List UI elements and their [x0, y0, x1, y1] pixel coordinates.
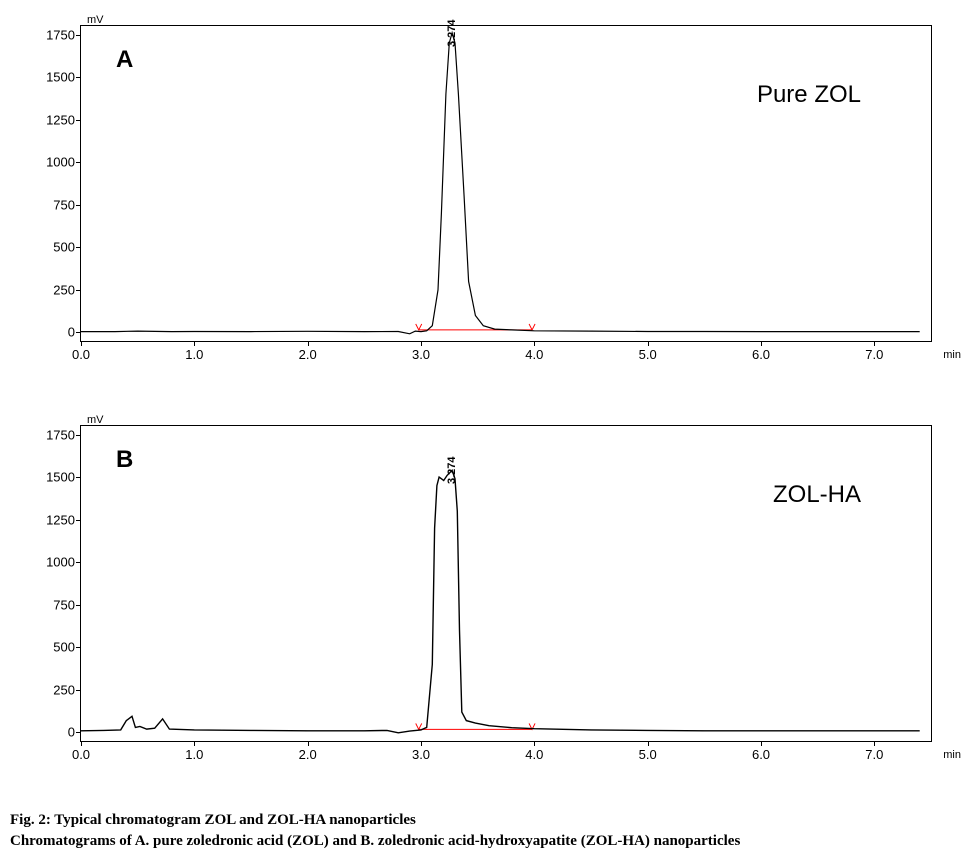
plot-area: 025050075010001250150017500.01.02.03.04.… [80, 425, 932, 742]
x-tick-label: 6.0 [752, 747, 770, 762]
y-tick-label: 750 [53, 197, 75, 212]
caption-title: Fig. 2: Typical chromatogram ZOL and ZOL… [10, 810, 974, 831]
x-tick-label: 6.0 [752, 347, 770, 362]
y-tick-label: 1250 [46, 512, 75, 527]
panel-letter: A [116, 46, 133, 74]
y-unit-label: mV [87, 414, 104, 426]
chromatogram-panel-B: 0 250 500 750 1000 1250 1500 1750 0.0 1.0 2.0 3.0 4.… [10, 410, 960, 790]
y-tick-label: 1000 [46, 555, 75, 570]
plot-area: 025050075010001250150017500.01.02.03.04.… [80, 25, 932, 342]
caption-subtitle: Chromatograms of A. pure zoledronic acid… [10, 831, 974, 852]
x-unit-label: min [943, 749, 961, 761]
y-tick-label: 1500 [46, 70, 75, 85]
x-tick-label: 2.0 [299, 747, 317, 762]
chromatogram-trace [81, 426, 931, 741]
chromatogram-trace [81, 26, 931, 341]
y-tick-label: 500 [53, 640, 75, 655]
x-tick-label: 5.0 [639, 747, 657, 762]
x-tick-label: 3.0 [412, 347, 430, 362]
panel-letter: B [116, 446, 133, 474]
x-unit-label: min [943, 349, 961, 361]
sample-label: Pure ZOL [757, 81, 861, 109]
x-tick-label: 0.0 [72, 747, 90, 762]
x-tick-label: 7.0 [865, 347, 883, 362]
x-tick-label: 4.0 [525, 747, 543, 762]
y-tick-label: 250 [53, 282, 75, 297]
x-tick-label: 0.0 [72, 347, 90, 362]
x-tick-label: 2.0 [299, 347, 317, 362]
y-tick-label: 1750 [46, 27, 75, 42]
y-tick-label: 1000 [46, 155, 75, 170]
y-unit-label: mV [87, 14, 104, 26]
figure-caption: Fig. 2: Typical chromatogram ZOL and ZOL… [10, 810, 974, 852]
figure-root: 0 250 500 750 1000 1250 1500 1750 0.0 1.0 2.0 3.0 4.… [10, 10, 974, 852]
peak-retention-label: 3.274 [446, 19, 458, 47]
y-tick-label: 1750 [46, 427, 75, 442]
y-tick-label: 0 [68, 725, 75, 740]
x-tick-label: 4.0 [525, 347, 543, 362]
x-tick-label: 5.0 [639, 347, 657, 362]
x-tick-label: 1.0 [185, 747, 203, 762]
y-tick-label: 250 [53, 682, 75, 697]
y-tick-label: 750 [53, 597, 75, 612]
y-tick-label: 1250 [46, 112, 75, 127]
y-tick-label: 0 [68, 325, 75, 340]
x-tick-label: 7.0 [865, 747, 883, 762]
sample-label: ZOL-HA [773, 481, 861, 509]
x-tick-label: 1.0 [185, 347, 203, 362]
y-tick-label: 500 [53, 240, 75, 255]
peak-retention-label: 3.274 [446, 457, 458, 485]
x-tick-label: 3.0 [412, 747, 430, 762]
chromatogram-panel-A: 0 250 500 750 1000 1250 1500 1750 0.0 1.0 2.0 3.0 4.… [10, 10, 960, 390]
y-tick-label: 1500 [46, 470, 75, 485]
